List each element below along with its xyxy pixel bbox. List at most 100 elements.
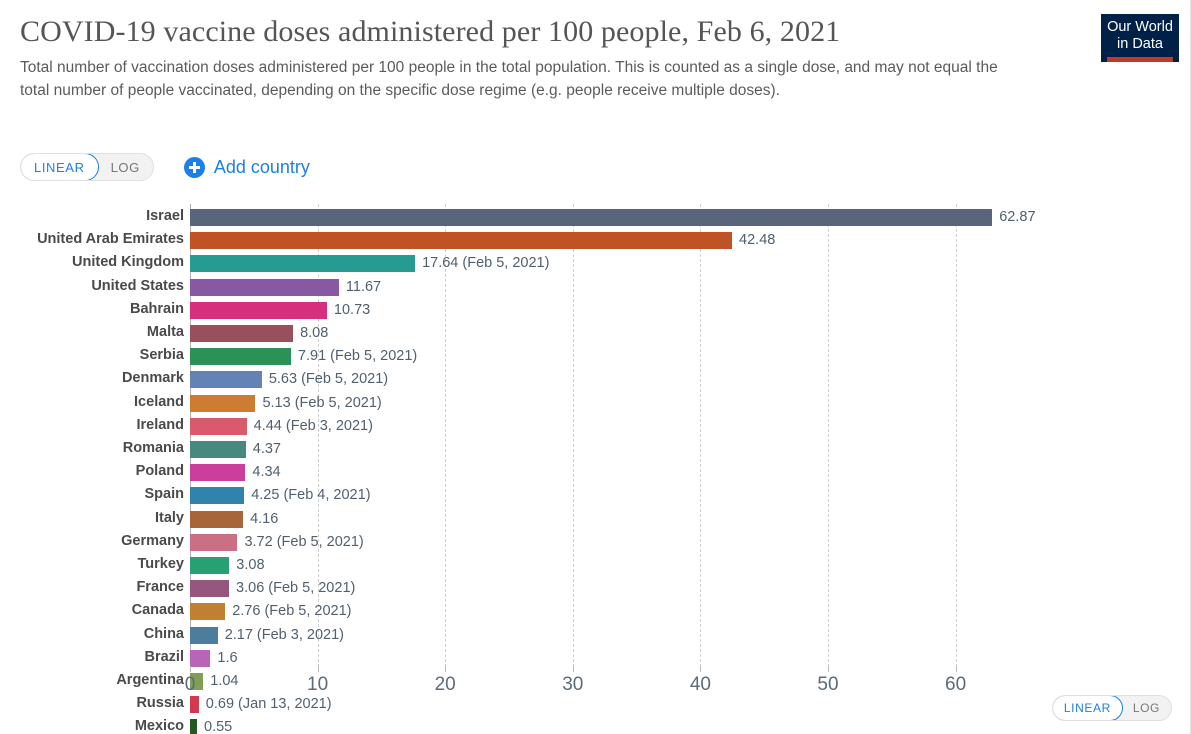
add-country-label: Add country — [213, 156, 310, 177]
scale-option-log-bottom[interactable]: LOG — [1132, 701, 1160, 715]
bar-row[interactable]: Argentina 1.04 — [0, 670, 1191, 693]
x-tick-mark-0 — [190, 666, 191, 672]
logo-line-1: Our World — [1107, 19, 1173, 35]
bar-row[interactable]: Ireland 4.44 (Feb 3, 2021) — [0, 415, 1191, 438]
bar-value-ireland: 4.44 (Feb 3, 2021) — [253, 417, 373, 434]
bar-row[interactable]: Russia 0.69 (Jan 13, 2021) — [0, 693, 1191, 716]
bar-row[interactable]: Mexico 0.55 — [0, 716, 1191, 734]
bar-label-united-kingdom: United Kingdom — [72, 254, 184, 271]
bar-value-united-kingdom: 17.64 (Feb 5, 2021) — [422, 255, 550, 272]
bar-france[interactable] — [190, 580, 230, 598]
x-tick-label-40: 40 — [689, 674, 711, 695]
bar-label-iceland: Iceland — [134, 393, 184, 410]
bar-row[interactable]: Canada 2.76 (Feb 5, 2021) — [0, 600, 1191, 623]
bar-label-serbia: Serbia — [139, 347, 184, 364]
bar-mexico[interactable] — [190, 719, 198, 734]
bar-row[interactable]: United Kingdom 17.64 (Feb 5, 2021) — [0, 252, 1191, 275]
bar-value-romania: 4.37 — [252, 441, 281, 457]
x-tick-mark-20 — [445, 666, 447, 672]
bar-brazil[interactable] — [190, 649, 211, 667]
scale-option-log-top[interactable]: LOG — [110, 159, 140, 175]
bar-value-bahrain: 10.73 — [333, 301, 371, 318]
plot-area: Israel 62.87 United Arab Emirates 42.48 Unit… — [0, 200, 1191, 734]
bar-value-italy: 4.16 — [250, 510, 279, 527]
bar-value-canada: 2.76 (Feb 5, 2021) — [232, 603, 352, 620]
bar-united-arab-emirates[interactable] — [190, 232, 733, 250]
bar-russia[interactable] — [190, 696, 199, 714]
bar-value-germany: 3.72 (Feb 5, 2021) — [244, 533, 364, 550]
bar-romania[interactable] — [190, 441, 246, 458]
bar-poland[interactable] — [190, 464, 246, 482]
bar-label-argentina: Argentina — [116, 672, 184, 688]
bar-israel[interactable] — [190, 209, 993, 226]
gridline-30 — [572, 204, 574, 667]
bar-ireland[interactable] — [190, 417, 247, 435]
x-tick-label-60: 60 — [945, 674, 967, 695]
x-tick-mark-30 — [572, 666, 574, 672]
add-country-button[interactable]: Add country — [183, 156, 310, 178]
x-tick-mark-60 — [955, 666, 957, 672]
axis-zero-line — [190, 204, 191, 667]
bar-label-bahrain: Bahrain — [130, 300, 184, 317]
bar-value-united-states: 11.67 — [345, 278, 382, 295]
bar-canada[interactable] — [190, 603, 226, 621]
bar-row[interactable]: Israel 62.87 — [0, 206, 1191, 229]
bar-value-iceland: 5.13 (Feb 5, 2021) — [262, 394, 382, 411]
bar-turkey[interactable] — [190, 557, 230, 574]
bar-italy[interactable] — [190, 510, 244, 528]
bar-label-united-states: United States — [91, 277, 184, 294]
bar-china[interactable] — [190, 626, 218, 644]
bar-label-china: China — [143, 625, 184, 642]
bar-value-brazil: 1.6 — [217, 649, 238, 666]
bar-value-mexico: 0.55 — [204, 719, 233, 734]
bar-label-denmark: Denmark — [121, 370, 184, 387]
bar-label-israel: Israel — [146, 208, 184, 224]
bar-argentina[interactable] — [190, 673, 204, 690]
bar-bahrain[interactable] — [190, 301, 327, 319]
x-tick-label-20: 20 — [434, 674, 456, 695]
bar-row[interactable]: Brazil 1.6 — [0, 647, 1191, 670]
bar-label-russia: Russia — [136, 695, 184, 712]
bar-label-italy: Italy — [154, 509, 184, 526]
bar-row[interactable]: Bahrain 10.73 — [0, 299, 1191, 322]
x-tick-mark-50 — [828, 666, 829, 672]
bar-malta[interactable] — [190, 325, 294, 342]
gridline-50 — [828, 204, 829, 667]
bar-label-spain: Spain — [144, 486, 184, 503]
our-world-in-data-logo[interactable]: Our World in Data — [1101, 14, 1179, 62]
bar-row[interactable]: China 2.17 (Feb 3, 2021) — [0, 624, 1191, 647]
bar-label-turkey: Turkey — [137, 556, 184, 572]
bar-value-china: 2.17 (Feb 3, 2021) — [224, 626, 344, 643]
bar-row[interactable]: Malta 8.08 — [0, 322, 1191, 345]
x-axis: 0 10 20 30 40 50 60 — [0, 666, 1191, 700]
bar-value-russia: 0.69 (Jan 13, 2021) — [205, 696, 332, 713]
bar-row[interactable]: Romania 4.37 — [0, 438, 1191, 461]
bar-row[interactable]: Denmark 5.63 (Feb 5, 2021) — [0, 368, 1191, 391]
x-tick-mark-40 — [700, 666, 702, 672]
scale-toggle-top[interactable]: LINEAR LOG — [20, 153, 154, 181]
bar-united-kingdom[interactable] — [190, 255, 416, 273]
bar-germany[interactable] — [190, 533, 238, 551]
scale-toggle-bottom[interactable]: LINEAR LOG — [1051, 695, 1172, 721]
bar-row[interactable]: Turkey 3.08 — [0, 554, 1191, 577]
bar-serbia[interactable] — [190, 348, 291, 366]
bar-row[interactable]: France 3.06 (Feb 5, 2021) — [0, 577, 1191, 600]
bar-spain[interactable] — [190, 487, 245, 505]
bar-row[interactable]: Iceland 5.13 (Feb 5, 2021) — [0, 392, 1191, 415]
bar-label-united-arab-emirates: United Arab Emirates — [37, 231, 184, 248]
bar-row[interactable]: Italy 4.16 — [0, 508, 1191, 531]
scale-option-linear-bottom[interactable]: LINEAR — [1052, 696, 1123, 720]
bar-row[interactable]: Serbia 7.91 (Feb 5, 2021) — [0, 345, 1191, 368]
bar-row[interactable]: Spain 4.25 (Feb 4, 2021) — [0, 484, 1191, 507]
bar-row[interactable]: Poland 4.34 — [0, 461, 1191, 484]
bar-row[interactable]: Germany 3.72 (Feb 5, 2021) — [0, 531, 1191, 554]
bar-row[interactable]: United Arab Emirates 42.48 — [0, 229, 1191, 252]
bar-united-states[interactable] — [190, 278, 339, 296]
bar-iceland[interactable] — [190, 394, 256, 412]
bar-row[interactable]: United States 11.67 — [0, 276, 1191, 299]
bar-denmark[interactable] — [190, 371, 262, 389]
scale-option-linear-top[interactable]: LINEAR — [20, 154, 99, 180]
bar-label-france: France — [136, 579, 184, 596]
logo-line-2: in Data — [1117, 36, 1163, 52]
